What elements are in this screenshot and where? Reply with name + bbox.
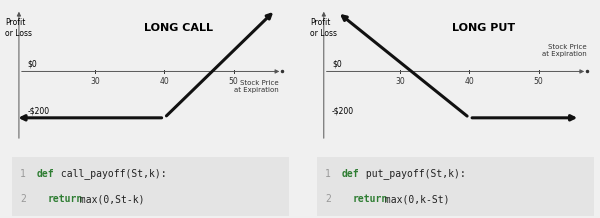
Text: $0: $0 bbox=[332, 60, 342, 69]
Text: max(0,k-St): max(0,k-St) bbox=[379, 194, 450, 204]
Text: 40: 40 bbox=[464, 77, 474, 85]
FancyBboxPatch shape bbox=[12, 157, 289, 216]
Text: 50: 50 bbox=[533, 77, 544, 85]
Text: -$200: -$200 bbox=[332, 106, 354, 115]
Text: 30: 30 bbox=[395, 77, 405, 85]
Text: def: def bbox=[342, 169, 359, 179]
Text: 50: 50 bbox=[229, 77, 239, 85]
Text: LONG CALL: LONG CALL bbox=[144, 23, 213, 33]
Text: Profit
or Loss: Profit or Loss bbox=[310, 18, 337, 38]
Text: 2: 2 bbox=[325, 194, 331, 204]
Text: $0: $0 bbox=[27, 60, 37, 69]
Text: 1: 1 bbox=[20, 169, 26, 179]
Text: call_payoff(St,k):: call_payoff(St,k): bbox=[55, 168, 167, 179]
Text: Stock Price
at Expiration: Stock Price at Expiration bbox=[542, 44, 587, 57]
Text: 1: 1 bbox=[325, 169, 331, 179]
Text: 30: 30 bbox=[90, 77, 100, 85]
Text: return: return bbox=[353, 194, 388, 204]
Text: Stock Price
at Expiration: Stock Price at Expiration bbox=[234, 80, 279, 93]
Text: LONG PUT: LONG PUT bbox=[452, 23, 515, 33]
Text: def: def bbox=[37, 169, 55, 179]
FancyBboxPatch shape bbox=[317, 157, 594, 216]
Text: put_payoff(St,k):: put_payoff(St,k): bbox=[360, 168, 466, 179]
Text: 40: 40 bbox=[160, 77, 169, 85]
Text: max(0,St-k): max(0,St-k) bbox=[74, 194, 145, 204]
Text: return: return bbox=[48, 194, 83, 204]
Text: -$200: -$200 bbox=[27, 106, 49, 115]
Text: 2: 2 bbox=[20, 194, 26, 204]
Text: Profit
or Loss: Profit or Loss bbox=[5, 18, 32, 38]
